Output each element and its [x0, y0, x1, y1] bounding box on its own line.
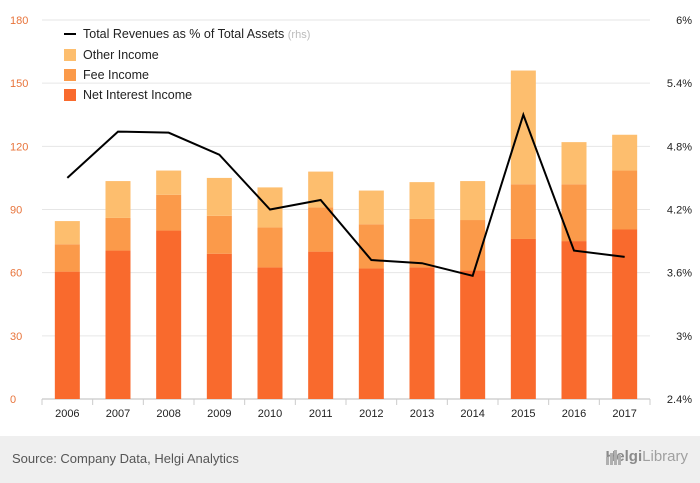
bar-segment: [612, 170, 638, 230]
bar-segment: [358, 190, 384, 225]
brand-logo: Helgi Library: [605, 448, 688, 465]
x-tick-label: 2017: [612, 408, 636, 420]
bar-segment: [460, 270, 486, 399]
y-right-tick-label: 3.6%: [667, 268, 692, 280]
bar-segment: [156, 170, 182, 195]
x-tick-label: 2006: [55, 408, 79, 420]
bar-segment: [409, 267, 435, 399]
bar-segment: [156, 230, 182, 399]
bar-segment: [358, 224, 384, 269]
bar-segment: [460, 181, 486, 221]
y-right-tick-label: 6%: [676, 15, 692, 27]
bar-segment: [561, 241, 587, 399]
bar-segment: [460, 220, 486, 271]
y-right-tick-label: 4.8%: [667, 141, 692, 153]
y-left-tick-label: 30: [10, 331, 22, 343]
bar-segment: [561, 184, 587, 242]
y-right-tick-label: 2.4%: [667, 394, 692, 406]
bar-segment: [358, 268, 384, 399]
x-tick-label: 2009: [207, 408, 231, 420]
legend-swatch: [64, 89, 76, 101]
footer-bar: Source: Company Data, Helgi Analytics He…: [0, 436, 700, 483]
y-left-tick-label: 0: [10, 394, 16, 406]
bar-segment: [105, 217, 131, 251]
y-right-tick-label: 5.4%: [667, 78, 692, 90]
x-tick-label: 2011: [309, 408, 333, 420]
x-tick-label: 2012: [359, 408, 383, 420]
bar-segment: [156, 194, 182, 231]
legend-rhs-note: (rhs): [288, 29, 311, 41]
x-tick-label: 2008: [156, 408, 180, 420]
bar-segment: [510, 70, 536, 185]
bar-segment: [257, 227, 283, 268]
y-right-tick-label: 4.2%: [667, 205, 692, 217]
line-series-path: [66, 111, 625, 278]
bar-segment: [409, 182, 435, 219]
bar-segment: [105, 250, 131, 399]
x-tick-label: 2015: [511, 408, 535, 420]
legend-label: Net Interest Income: [83, 88, 192, 102]
bar-segment: [612, 229, 638, 399]
x-tick-label: 2010: [258, 408, 282, 420]
y-left-tick-label: 120: [10, 141, 28, 153]
brand-name-part2: Library: [642, 448, 688, 465]
bar-segment: [510, 238, 536, 399]
bar-segment: [54, 221, 80, 245]
y-left-tick-label: 150: [10, 78, 28, 90]
legend-label: Other Income: [83, 48, 159, 62]
chart-svg: 0 30 60 90 120 150 180 2.4% 3% 3.6% 4.2% 4.8% 5.4% 6%…: [10, 15, 692, 420]
x-tick-label: 2016: [562, 408, 586, 420]
bar-segment: [510, 184, 536, 239]
bar-segment: [206, 215, 232, 254]
bar-segment: [105, 181, 131, 218]
legend-label: Fee Income: [83, 68, 149, 82]
x-tick-label: 2014: [460, 408, 484, 420]
source-text: Source: Company Data, Helgi Analytics: [12, 451, 239, 466]
bar-segment: [206, 177, 232, 216]
legend-swatch: [64, 49, 76, 61]
helgi-logo-icon: [606, 450, 622, 465]
legend-swatch: [64, 69, 76, 81]
bar-segment: [561, 142, 587, 185]
bar-segment: [54, 271, 80, 399]
x-tick-label: 2013: [410, 408, 434, 420]
y-left-tick-label: 90: [10, 205, 22, 217]
bar-segment: [308, 207, 334, 252]
bar-segment: [54, 244, 80, 272]
x-tick-label: 2007: [106, 408, 130, 420]
bar-segment: [409, 218, 435, 268]
bar-segment: [612, 134, 638, 171]
bar-segment: [257, 267, 283, 399]
bar-segment: [308, 251, 334, 399]
bar-segment: [206, 253, 232, 399]
y-left-tick-label: 180: [10, 15, 28, 27]
y-right-tick-label: 3%: [676, 331, 692, 343]
y-left-tick-label: 60: [10, 268, 22, 280]
legend-label-line: Total Revenues as % of Total Assets (rhs…: [83, 27, 310, 41]
